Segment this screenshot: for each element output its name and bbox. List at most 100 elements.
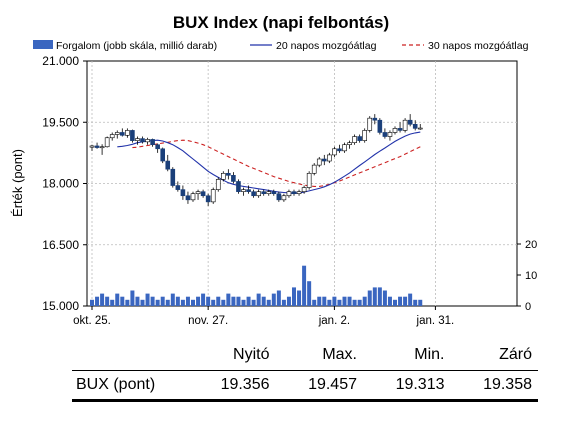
candle-body [352,136,357,143]
volume-bar [398,296,403,306]
candle-body [397,128,403,131]
candle-body [94,145,100,148]
volume-bar [125,299,130,306]
volume-bar [180,299,185,306]
summary-header-close: Záró [499,346,532,363]
volume-bar [317,296,322,306]
candle-body [321,158,327,162]
volume-bar [408,293,413,306]
volume-bar [155,299,160,306]
bux-chart: BUX Index (napi felbontás) Forgalom (job… [10,13,537,327]
volume-bar [281,299,286,306]
volume-bar [377,287,382,306]
summary-open-value: 19.356 [188,370,276,402]
ma30-line [132,139,421,187]
candle-body [231,175,236,182]
x-tick-label: okt. 25. [73,315,111,327]
volume-bar [110,299,115,306]
summary-table: Nyitó Max. Min. Záró BUX (pont) 19.356 1… [72,344,538,402]
candle-body [412,123,418,129]
candle-body [311,164,317,174]
volume-bar [382,290,387,306]
candle-body [261,191,267,195]
candle-body [190,193,196,201]
volume-bar [297,290,302,306]
volume-bar [362,296,367,306]
volume-bar [95,296,100,306]
candle-body [286,191,292,197]
summary-header-open: Nyitó [233,346,270,363]
volume-bar [302,265,307,306]
candle-body [407,119,413,125]
volume-bar [347,296,352,306]
candle-body [165,160,171,170]
volume-bar [175,296,180,306]
volume-bar [418,299,423,306]
volume-bar [307,281,312,306]
candle-body [281,195,287,201]
volume-bar [150,296,155,306]
summary-header-row: Nyitó Max. Min. Záró [72,344,538,371]
candle-body [402,119,408,131]
candle-body [221,172,226,180]
volume-bar [286,296,291,306]
candle-body [226,172,231,176]
candle-body [120,132,125,136]
candle-body [296,191,302,195]
candle-body [256,191,261,197]
candle-body [387,132,393,137]
y-tick-label: 19.500 [42,115,79,129]
volume-bar [160,296,165,306]
candle-body [392,128,398,133]
candle-body [180,189,186,197]
y-tick-label: 15.000 [42,299,79,313]
volume-bar [90,299,94,306]
candle-body [160,148,165,162]
x-tick-label: nov. 27. [188,315,228,327]
volume-bar [211,299,216,306]
candle-body [140,138,145,143]
candle-body [246,189,251,192]
candle-body [205,195,211,203]
summary-row-label: BUX (pont) [72,370,188,402]
summary-header-min: Min. [414,346,445,363]
summary-data-row: BUX (pont) 19.356 19.457 19.313 19.358 [72,370,538,402]
legend-ma20-label: 20 napos mozgóátlag [276,40,377,52]
candle-body [125,130,130,136]
volume-bar [251,299,256,306]
candle-body [241,189,246,192]
candle-body [327,154,332,162]
candle-body [210,189,216,203]
volume-bar [413,299,418,306]
candle-body [236,181,241,192]
volume-bar [241,299,246,306]
y-tick-label: 21.000 [42,54,79,68]
volume-bar [403,296,408,306]
candle-body [109,134,115,139]
legend: Forgalom (jobb skála, millió darab) 20 n… [33,40,529,52]
candle-body [104,137,110,148]
x-tick-label: jan. 2. [318,315,350,327]
volume-bar [387,296,392,306]
candle-body [155,144,160,150]
volume-bar [105,296,110,306]
candle-body [291,191,297,195]
volume-bar [135,296,140,306]
legend-volume-label: Forgalom (jobb skála, millió darab) [56,40,217,52]
candle-body [271,191,277,195]
candle-body [251,191,256,197]
candle-body [130,130,135,141]
volume-bar [115,293,120,306]
candle-body [150,139,155,146]
volume-bar [191,299,195,306]
candle-body [215,179,221,190]
volume-bar [367,290,372,306]
candle-body [175,185,181,190]
volume-bar [276,290,281,306]
volume-bar [352,299,357,306]
candle-body [367,117,373,131]
volume-bar [271,293,276,306]
volume-bar [100,293,105,306]
candle-body [276,193,282,201]
volume-bar [201,293,206,306]
